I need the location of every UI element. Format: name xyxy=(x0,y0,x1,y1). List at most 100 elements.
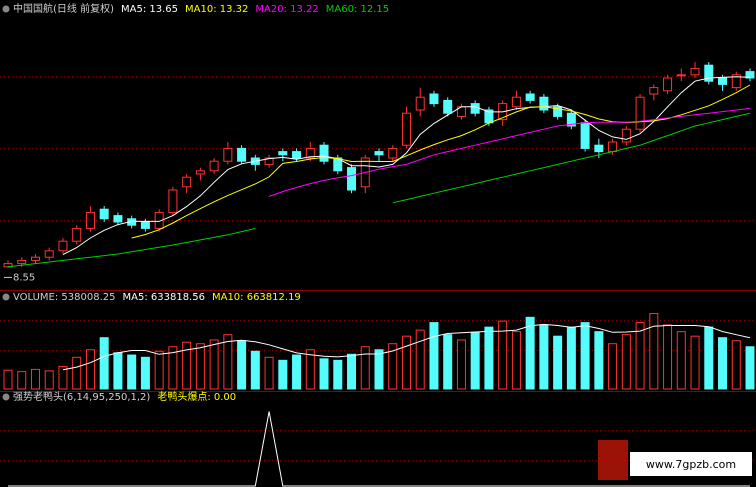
volume-bar xyxy=(663,324,673,390)
volume-bar xyxy=(443,334,453,390)
candle-body xyxy=(690,67,700,76)
candle-body xyxy=(388,147,398,159)
candle-body xyxy=(85,211,95,229)
volume-bar xyxy=(553,335,563,390)
candle-body xyxy=(72,227,82,242)
candle-body xyxy=(17,259,27,265)
candle-body xyxy=(113,215,123,223)
candle-body xyxy=(99,208,109,220)
header-icon xyxy=(2,5,10,13)
volume-bar xyxy=(429,322,439,390)
volume-bar xyxy=(333,359,343,390)
volume-bar xyxy=(30,368,40,390)
volume-bar xyxy=(539,324,549,390)
volume-bar xyxy=(154,350,164,390)
ma-line xyxy=(268,107,751,197)
legend-entry: MA10: 13.32 xyxy=(185,4,248,15)
candle-body xyxy=(237,147,247,162)
volume-bar xyxy=(195,343,205,390)
candle-body xyxy=(580,122,590,149)
candle-body xyxy=(319,144,329,162)
candle-body xyxy=(470,103,480,114)
volume-bar xyxy=(182,341,192,390)
candle-body xyxy=(374,151,384,156)
panel-title: 中国国航(日线 前复权) xyxy=(13,2,114,15)
volume-bar xyxy=(347,353,357,390)
legend-entry: 老鸭头爆点: 0.00 xyxy=(157,390,236,403)
candle-body xyxy=(621,128,631,143)
volume-bar xyxy=(127,354,137,390)
ma-line xyxy=(62,76,751,256)
candle-body xyxy=(154,211,164,229)
candle-body xyxy=(209,160,219,172)
volume-bar xyxy=(498,320,508,390)
volume-bar xyxy=(17,371,27,390)
candle-body xyxy=(649,87,659,95)
candle-body xyxy=(278,151,288,156)
volume-bar xyxy=(470,331,480,390)
candle-body xyxy=(663,77,673,92)
volume-bar xyxy=(704,326,714,390)
header-icon xyxy=(2,293,10,301)
volume-bar xyxy=(319,358,329,390)
legend-entry: MA20: 13.22 xyxy=(255,4,318,15)
ma-line xyxy=(7,112,751,268)
volume-bar xyxy=(621,334,631,390)
volume-bar xyxy=(525,316,535,390)
volume-bar xyxy=(374,349,384,390)
candle-body xyxy=(566,112,576,127)
legend-entry: MA60: 12.15 xyxy=(326,4,389,15)
candle-body xyxy=(333,157,343,172)
volume-bar xyxy=(456,339,466,390)
low-marker: 8.55 xyxy=(13,272,35,283)
candle-body xyxy=(401,112,411,146)
volume-bar xyxy=(608,343,618,390)
header-icon xyxy=(2,393,10,401)
candle-body xyxy=(594,144,604,153)
volume-bar xyxy=(415,329,425,390)
volume-bar xyxy=(99,337,109,390)
volume-bar xyxy=(85,349,95,390)
candle-body xyxy=(140,221,150,229)
candle-body xyxy=(553,106,563,117)
volume-bar xyxy=(718,337,728,390)
candle-body xyxy=(292,151,302,159)
candle-body xyxy=(305,147,315,159)
volume-bar xyxy=(168,346,178,390)
volume-bar xyxy=(3,369,13,390)
volume-bar xyxy=(209,339,219,390)
candle-body xyxy=(3,263,13,268)
candle-body xyxy=(182,176,192,188)
volume-bar xyxy=(278,359,288,390)
candle-body xyxy=(676,74,686,77)
candle-body xyxy=(44,250,54,258)
volume-bar xyxy=(305,349,315,390)
volume-bar xyxy=(649,313,659,390)
volume-bar xyxy=(292,354,302,390)
volume-bar xyxy=(731,340,741,390)
volume-bar xyxy=(44,370,54,390)
volume-bar xyxy=(484,326,494,390)
volume-bar xyxy=(580,322,590,390)
candle-body xyxy=(511,96,521,108)
volume-bar xyxy=(594,331,604,390)
candle-body xyxy=(443,99,453,114)
volume-bar xyxy=(566,326,576,390)
candle-body xyxy=(223,147,233,162)
volume-bar xyxy=(58,365,68,390)
candle-body xyxy=(525,93,535,101)
volume-bar xyxy=(676,331,686,390)
panel-frames xyxy=(0,76,756,461)
ma-line xyxy=(131,84,751,239)
volume-bar xyxy=(511,331,521,390)
volume-bar xyxy=(250,350,260,390)
volume-bar xyxy=(401,335,411,390)
volume-bar xyxy=(388,343,398,390)
volume-bar xyxy=(264,356,274,390)
volume-bar xyxy=(635,322,645,390)
indicator-line xyxy=(8,411,750,487)
volume-bar xyxy=(690,335,700,390)
volume-bar xyxy=(237,340,247,390)
candle-body xyxy=(347,167,357,191)
